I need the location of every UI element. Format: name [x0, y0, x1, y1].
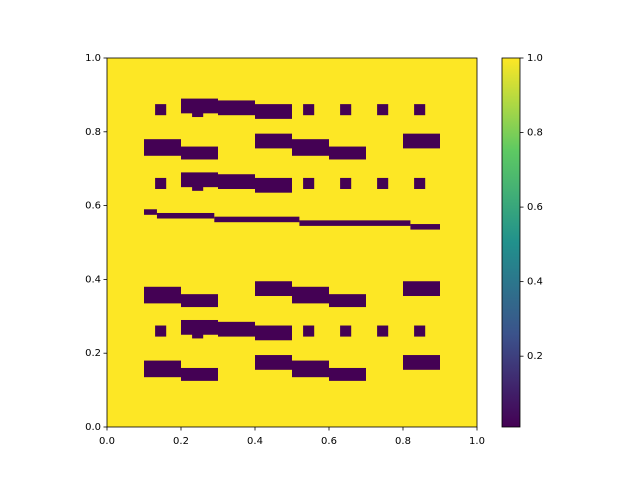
image-block: [329, 367, 366, 381]
colorbar-tick-label: 0.8: [527, 128, 543, 139]
image-block: [181, 98, 218, 114]
colorbar-tick-label: 0.2: [527, 351, 543, 362]
colorbar-tick-label: 0.4: [527, 277, 543, 288]
image-block: [144, 209, 157, 215]
image-block: [192, 111, 204, 118]
image-block: [377, 177, 389, 189]
image-block: [181, 146, 218, 160]
image-block: [192, 332, 204, 339]
image-block: [292, 139, 329, 156]
x-tick-label: 0.8: [395, 436, 411, 447]
image-block: [414, 325, 426, 337]
x-tick-label: 0.4: [247, 436, 263, 447]
image-block: [303, 104, 315, 116]
image-block: [303, 325, 315, 337]
image-block: [155, 325, 167, 337]
image-block: [155, 177, 167, 189]
y-tick-label: 0.2: [85, 348, 101, 359]
image-block: [144, 286, 181, 304]
image-block: [377, 325, 389, 337]
x-tick-label: 0.0: [99, 436, 115, 447]
image-block: [218, 174, 255, 189]
x-tick-label: 0.2: [173, 436, 189, 447]
image-block: [340, 325, 352, 337]
y-tick-label: 1.0: [85, 53, 101, 64]
image-block: [403, 281, 440, 297]
x-tick-label: 0.6: [321, 436, 337, 447]
image-block: [192, 185, 204, 191]
y-tick-label: 0.6: [85, 201, 101, 212]
image-block: [214, 216, 300, 223]
x-tick-label: 1.0: [469, 436, 485, 447]
colorbar: [501, 57, 521, 428]
image-block: [414, 104, 426, 116]
image-block: [299, 220, 411, 226]
image-block: [303, 177, 315, 189]
image-block: [329, 294, 366, 308]
image-block: [255, 355, 292, 370]
image-block: [255, 104, 292, 119]
image-block: [255, 177, 292, 193]
image-block: [403, 133, 440, 149]
image-block: [181, 367, 218, 381]
image-block: [144, 360, 181, 378]
image-block: [144, 139, 181, 156]
image-block: [255, 325, 292, 341]
image-block: [292, 360, 329, 378]
image-block: [403, 355, 440, 370]
image-block: [414, 177, 426, 189]
image-block: [218, 100, 255, 116]
image-block: [329, 146, 366, 160]
image-block: [340, 177, 352, 189]
image-block: [181, 319, 218, 335]
colorbar-tick-label: 1.0: [527, 53, 543, 64]
image-block: [292, 286, 329, 304]
image-block: [181, 172, 218, 188]
image-block: [410, 224, 440, 230]
image-block: [155, 104, 167, 116]
colorbar-tick-label: 0.6: [527, 202, 543, 213]
image-block: [181, 294, 218, 308]
image-block: [340, 104, 352, 116]
image-block: [377, 104, 389, 116]
y-tick-label: 0.4: [85, 274, 101, 285]
image-block: [255, 281, 292, 297]
y-tick-label: 0.0: [85, 422, 101, 433]
image-block: [218, 321, 255, 337]
y-tick-label: 0.8: [85, 127, 101, 138]
axes-frame: [106, 57, 478, 428]
image-block: [255, 133, 292, 149]
image-block: [156, 212, 215, 219]
